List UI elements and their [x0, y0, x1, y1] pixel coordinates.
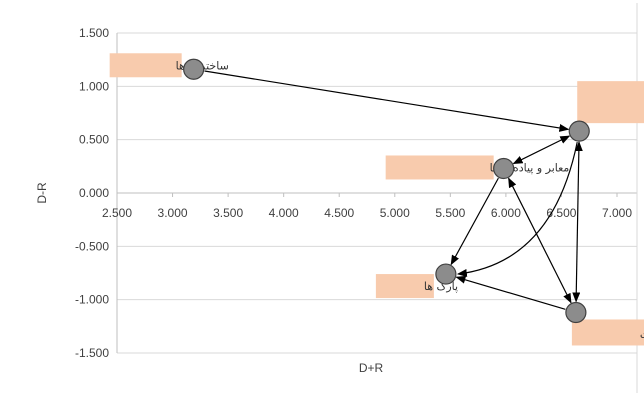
point-buildings	[183, 58, 205, 80]
point-parks	[435, 263, 457, 285]
x-tick-label: 4.500	[324, 206, 354, 220]
y-tick-label: -1.500	[75, 346, 109, 360]
label-box-buildings	[109, 53, 182, 78]
y-tick-label: 0.500	[79, 133, 109, 147]
x-axis-label: D+R	[359, 361, 384, 375]
x-tick-label: 5.000	[380, 206, 410, 220]
point-permeability	[568, 120, 590, 142]
arrows	[204, 70, 583, 310]
label-furniture: بلمان شهری	[640, 326, 644, 339]
x-tick-label: 3.000	[158, 206, 188, 220]
y-tick-label: -0.500	[75, 239, 109, 253]
y-tick-labels: 1.500 1.000 0.500 0.000 -0.500 -1.000 -1.500	[75, 26, 109, 360]
x-tick-label: 7.000	[602, 206, 632, 220]
y-tick-label: -1.000	[75, 293, 109, 307]
x-tick-label: 4.000	[269, 206, 299, 220]
arrow-permeability-parks	[456, 142, 578, 277]
gridlines	[117, 32, 637, 354]
x-tick-label: 2.500	[102, 206, 132, 220]
point-furniture	[565, 301, 587, 324]
y-tick-label: 0.000	[79, 186, 109, 200]
arrow-walkways-permeability	[512, 135, 571, 165]
y-tick-label: 1.500	[79, 26, 109, 40]
arrow-walkways-furniture	[508, 177, 572, 304]
y-axis-label: D-R	[35, 182, 49, 204]
arrow-permeability-furniture	[572, 141, 583, 303]
x-tick-label: 3.500	[213, 206, 243, 220]
y-tick-label: 1.000	[79, 79, 109, 93]
x-tick-label: 6.000	[491, 206, 521, 220]
label-box-furniture	[571, 319, 644, 346]
arrow-walkways-parks	[450, 177, 499, 266]
label-box-permeability	[577, 81, 644, 124]
point-walkways	[493, 157, 515, 180]
arrow-furniture-parks	[455, 275, 566, 310]
arrow-buildings-permeability	[204, 70, 570, 132]
label-box-walkways	[385, 155, 494, 180]
data-points	[183, 58, 590, 324]
x-tick-label: 5.500	[435, 206, 465, 220]
label-box-parks	[375, 274, 434, 299]
